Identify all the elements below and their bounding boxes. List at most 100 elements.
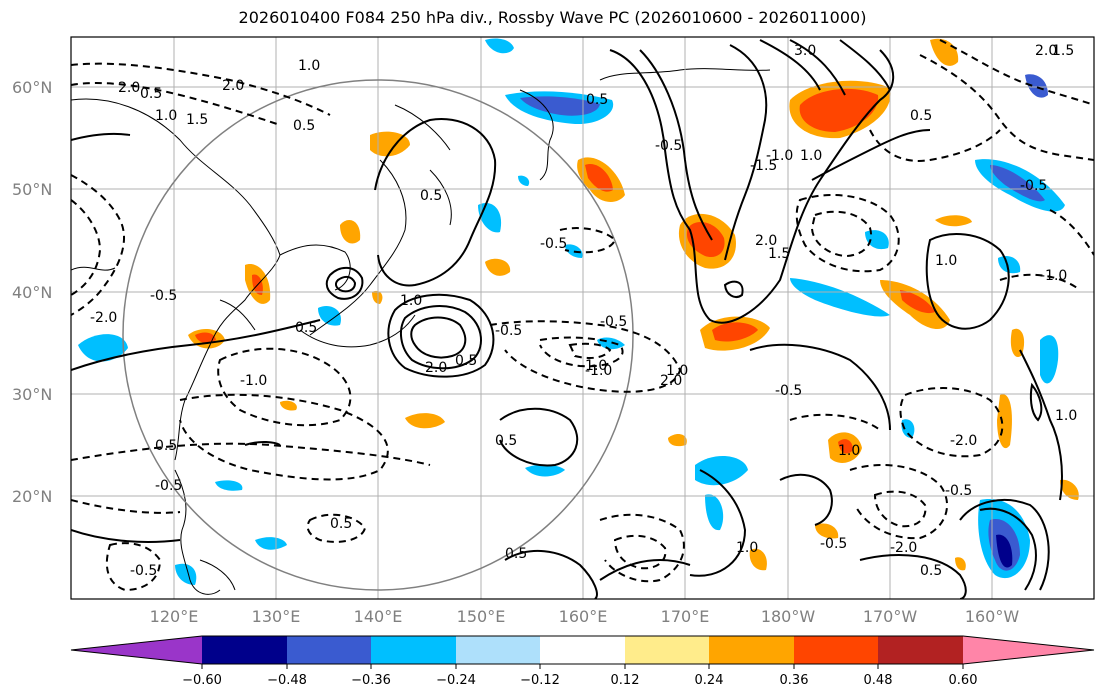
contour-label: -0.5: [1020, 178, 1047, 194]
shade-positive-core: [838, 439, 853, 454]
shade-negative: [998, 255, 1021, 274]
contour-label: 1.0: [400, 293, 422, 309]
contour-label: 2.0: [755, 233, 777, 249]
contour-label: 2.0: [222, 78, 244, 94]
contour-labels: 2.0 0.5 1.0 1.5 0.5 3.0 2.0 1.5 0.5 1.0 …: [90, 43, 1077, 579]
contour-label: -0.5: [130, 563, 157, 579]
contour-label: -0.5: [945, 483, 972, 499]
lat-label: 50°N: [12, 180, 52, 199]
contour-label: 2.0: [425, 360, 447, 376]
contour-label: -0.5: [155, 478, 182, 494]
contour-label: -0.5: [775, 383, 802, 399]
shade-positive: [935, 215, 972, 227]
lon-label: 140°E: [354, 607, 403, 626]
colorbar-tick-label: 0.60: [949, 673, 978, 688]
contour-label: -0.5: [655, 138, 682, 154]
colorbar-cell: [709, 636, 794, 664]
colorbar-tick-label: −0.24: [436, 673, 476, 688]
contour-label: 1.0: [155, 108, 177, 124]
shade-positive: [815, 523, 839, 539]
shade-negative: [695, 455, 748, 486]
shade-positive: [370, 131, 410, 157]
contour-label: 0.5: [330, 516, 352, 532]
colorbar-tick-label: −0.48: [267, 673, 307, 688]
shade-positive: [405, 413, 445, 429]
colorbar-cell: [963, 636, 1094, 664]
shade-negative: [565, 244, 583, 258]
contour-label: -1.0: [585, 363, 612, 379]
graticule: [71, 37, 1094, 599]
map-border: [70, 36, 1095, 600]
contour-label: 1.0: [935, 253, 957, 269]
lon-label: 150°E: [457, 607, 506, 626]
shade-negative: [255, 537, 287, 550]
colorbar-cell: [456, 636, 540, 664]
contour-label: 0.5: [586, 92, 608, 108]
shade-positive: [668, 434, 687, 447]
colorbar-cell: [878, 636, 963, 664]
shade-negative-core: [990, 165, 1045, 202]
contour-label: -1.5: [750, 158, 777, 174]
shade-positive: [955, 557, 966, 571]
colorbar-cell: [794, 636, 878, 664]
lon-label: 170°W: [863, 607, 918, 626]
colorbar-tick-label: 0.24: [695, 673, 724, 688]
shade-positive-core: [195, 332, 216, 343]
contour-label: 1.5: [1052, 43, 1074, 59]
colorbar-tick-label: −0.12: [520, 673, 560, 688]
contour-label: -0.5: [820, 536, 847, 552]
shade-negative-deep: [996, 534, 1013, 568]
lon-label: 170°E: [661, 607, 710, 626]
contour-label: 0.5: [495, 433, 517, 449]
contour-label: -1.0: [766, 148, 793, 164]
shade-positive: [1060, 479, 1079, 500]
shade-positive-core: [585, 164, 613, 192]
contour-label: -1.0: [580, 358, 607, 374]
colorbar-ticks: [201, 664, 964, 669]
lon-label: 160°W: [965, 607, 1020, 626]
contour-label: 0.5: [455, 353, 477, 369]
shade-positive: [280, 400, 297, 411]
contour-label: 1.0: [1055, 408, 1077, 424]
lat-label: 60°N: [12, 78, 52, 97]
contour-label: 2.0: [118, 80, 140, 96]
contour-label: 1.0: [666, 363, 688, 379]
colorbar-tick-label: 0.12: [611, 673, 640, 688]
map-title: 2026010400 F084 250 hPa div., Rossby Wav…: [238, 8, 867, 27]
contour-label: -0.5: [495, 323, 522, 339]
contour-label: -2.0: [890, 540, 917, 556]
coastlines: [71, 68, 771, 595]
contour-label: -1.0: [240, 373, 267, 389]
contour-label: 1.0: [736, 540, 758, 556]
shade-positive: [372, 290, 383, 304]
lat-label: 20°N: [12, 487, 52, 506]
colorbar-cell: [287, 636, 371, 664]
shade-positive: [749, 548, 767, 571]
colorbar-cell: [371, 636, 456, 664]
lat-label: 30°N: [12, 385, 52, 404]
longitude-labels: 120°E 130°E 140°E 150°E 160°E 170°E 180°…: [150, 607, 1020, 626]
reference-circle: [122, 79, 634, 591]
shade-positive-core: [900, 290, 935, 314]
shade-positive: [485, 258, 511, 276]
colorbar-tick-label: 0.48: [864, 673, 893, 688]
contour-label: 0.5: [505, 546, 527, 562]
contour-label: 1.5: [768, 246, 790, 262]
shade-negative: [525, 464, 565, 477]
shade-negative: [78, 334, 128, 362]
lat-label: 40°N: [12, 283, 52, 302]
shade-positive-core: [686, 222, 725, 258]
solid-contours: [71, 39, 1063, 599]
dashed-contours: [71, 39, 1094, 592]
contour-label: -2.0: [90, 310, 117, 326]
shade-positive-core: [712, 322, 758, 342]
contour-label: 0.5: [295, 320, 317, 336]
colorbar-tick-label: 0.36: [780, 673, 809, 688]
contour-label: -0.5: [540, 236, 567, 252]
lon-label: 180°W: [761, 607, 816, 626]
contour-label: -0.5: [600, 314, 627, 330]
shade-negative: [1025, 74, 1048, 98]
shade-negative: [865, 230, 889, 250]
contour-label: 2.0: [660, 373, 682, 389]
